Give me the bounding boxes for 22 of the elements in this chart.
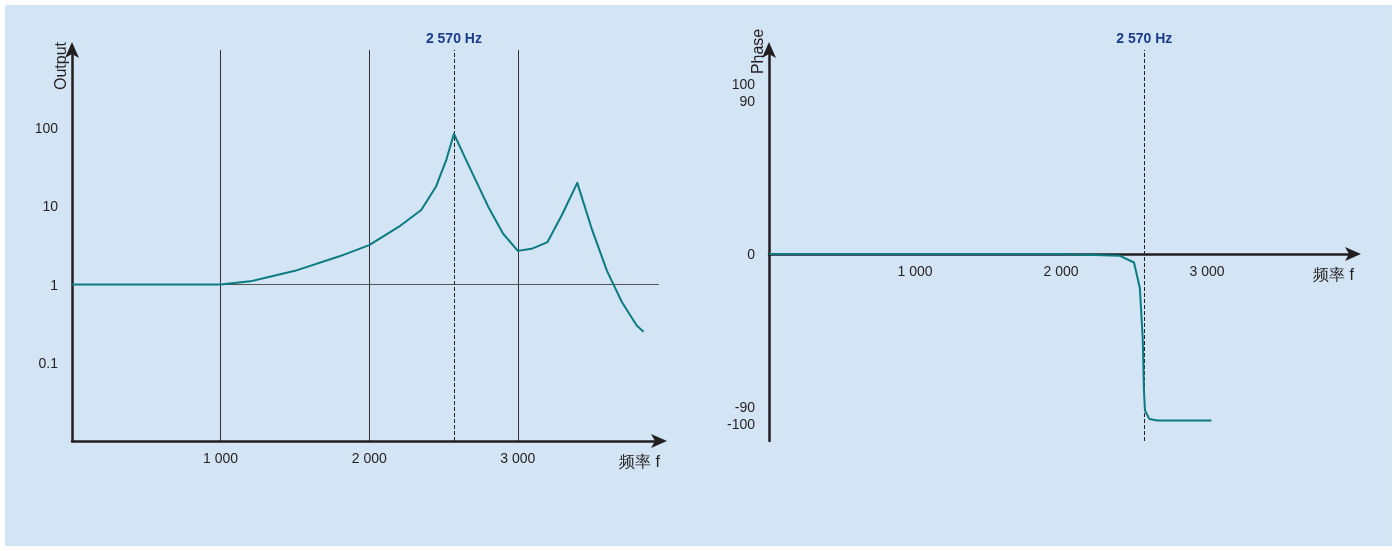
- line-series: [71, 132, 645, 333]
- y-tick-label: 10: [42, 198, 59, 215]
- y-axis-title: Output: [51, 41, 69, 91]
- y-tick-label: -90: [734, 399, 755, 415]
- ref-line-label: 2 570 Hz: [1115, 30, 1172, 46]
- x-tick-label: 1 000: [203, 450, 239, 466]
- y-tick-label: -100: [726, 416, 755, 432]
- x-tick-label: 2 000: [351, 450, 387, 466]
- y-axis-title: Phase: [748, 28, 765, 75]
- y-tick-label: 100: [34, 120, 59, 137]
- x-tick-label: 2 000: [1042, 263, 1079, 279]
- x-axis-title: 频率 f: [619, 452, 661, 470]
- x-tick-label: 3 000: [1188, 263, 1225, 279]
- x-tick-label: 1 000: [896, 263, 933, 279]
- y-tick-label: 1: [50, 276, 59, 293]
- y-tick-label: 100: [731, 76, 755, 92]
- ref-line-label: 2 570 Hz: [425, 30, 482, 46]
- y-tick-label: 0: [746, 246, 755, 262]
- y-tick-label: 90: [738, 93, 755, 109]
- y-tick-label: 0.1: [38, 354, 59, 371]
- x-tick-label: 3 000: [500, 450, 536, 466]
- x-axis-title: 频率 f: [1312, 265, 1354, 283]
